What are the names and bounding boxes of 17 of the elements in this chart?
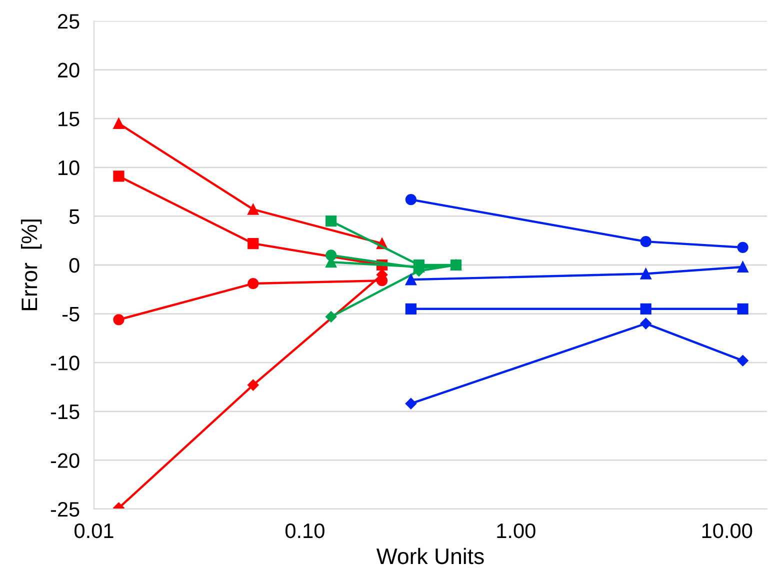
y-axis-title: Error [%] — [20, 220, 42, 310]
y-tick-label: -5 — [62, 307, 80, 322]
y-tick-label: -15 — [50, 404, 80, 420]
y-tick-label: 5 — [69, 209, 80, 224]
y-tick-label: -10 — [50, 356, 80, 370]
y-tick-label: -20 — [50, 453, 80, 468]
y-tick-label: -25 — [50, 502, 80, 517]
x-tick-label: 0.10 — [285, 523, 324, 538]
y-tick-label: 15 — [58, 112, 80, 126]
y-tick-label: 10 — [58, 160, 80, 176]
y-tick-label: 25 — [58, 14, 80, 29]
x-tick-label: 10.00 — [702, 523, 752, 538]
x-tick-label: 1.00 — [497, 523, 536, 538]
y-tick-label: 20 — [58, 62, 80, 78]
x-axis-title: Work Units — [376, 548, 484, 564]
y-tick-label: 0 — [69, 258, 80, 273]
x-tick-label: 0.01 — [74, 523, 114, 538]
